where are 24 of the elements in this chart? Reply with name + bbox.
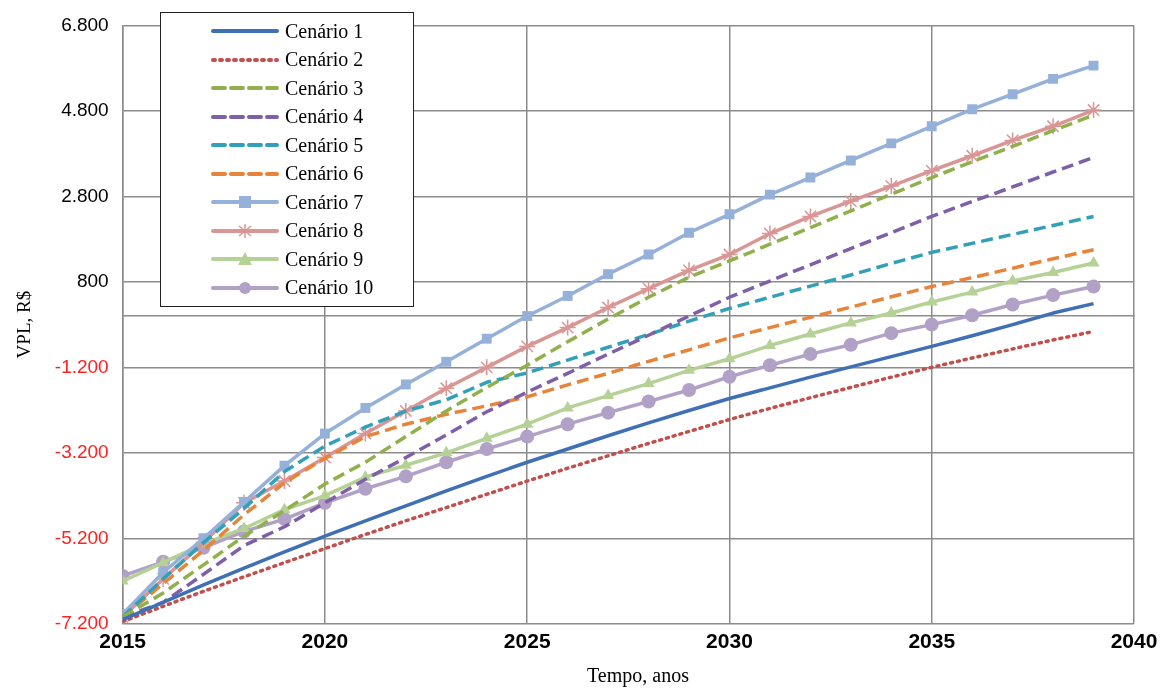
legend-label: Cenário 2 bbox=[285, 48, 364, 72]
legend-label: Cenário 6 bbox=[285, 162, 364, 186]
x-tick-label: 2025 bbox=[503, 629, 551, 653]
legend-label: Cenário 4 bbox=[285, 105, 364, 129]
legend-label: Cenário 1 bbox=[285, 19, 364, 43]
legend-label: Cenário 9 bbox=[285, 247, 364, 271]
x-tick-label: 2030 bbox=[706, 629, 753, 653]
y-tick-label: -3.200 bbox=[54, 441, 109, 463]
x-tick-label: 2035 bbox=[908, 629, 956, 653]
y-tick-label: 4.800 bbox=[61, 99, 109, 121]
y-tick-label: 6.800 bbox=[61, 13, 109, 35]
x-axis-title: Tempo, anos bbox=[586, 664, 690, 687]
x-tick-label: 2040 bbox=[1110, 629, 1158, 653]
y-tick-label: 2.800 bbox=[61, 184, 109, 206]
legend-label: Cenário 5 bbox=[285, 133, 364, 157]
legend-label: Cenário 3 bbox=[285, 76, 364, 100]
y-tick-label: -5.200 bbox=[54, 526, 109, 548]
y-tick-label: -1.200 bbox=[54, 355, 109, 377]
y-axis-title: VPL, R$ bbox=[13, 290, 35, 359]
legend-label: Cenário 8 bbox=[285, 219, 364, 243]
x-tick-label: 2020 bbox=[301, 629, 349, 653]
legend-label: Cenário 7 bbox=[285, 190, 364, 214]
y-tick-label: 800 bbox=[76, 270, 109, 292]
legend-label: Cenário 10 bbox=[285, 276, 374, 300]
